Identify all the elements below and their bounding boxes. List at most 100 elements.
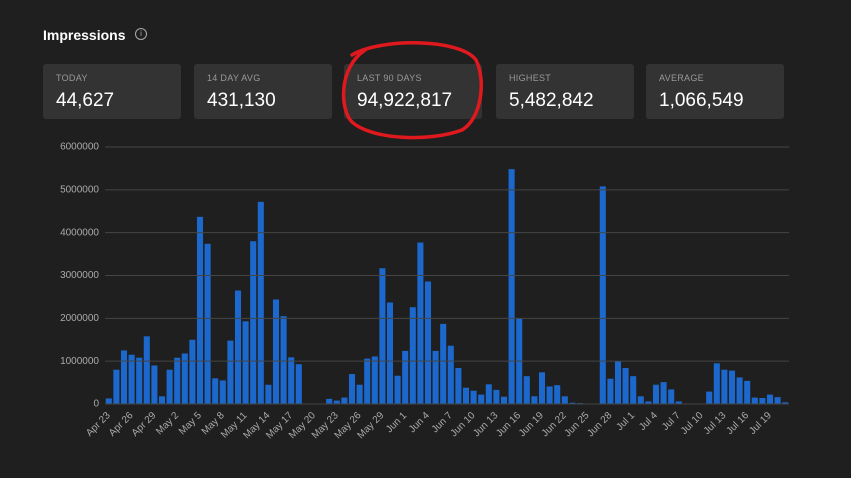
stat-value: 94,922,817 [357,90,453,111]
bar [599,186,606,404]
y-tick-label: 6000000 [60,142,99,153]
bar [227,340,234,404]
bar [272,299,280,404]
x-tick-label: Apr 29 [130,410,159,439]
bar [713,363,720,404]
bar [614,361,622,404]
bar [668,389,675,404]
bar [136,357,143,404]
bar [774,397,781,404]
bar [675,401,682,404]
bar [158,396,166,404]
bar [622,368,629,404]
bar [630,376,637,404]
bar [493,389,500,404]
bar [280,316,287,404]
bar [485,384,492,404]
stat-card: TODAY 44,627 [43,64,181,119]
x-tick-label: Apr 26 [107,410,136,439]
bar [333,400,340,404]
y-tick-label: 4000000 [60,227,99,238]
annotation-circle [341,41,483,140]
bar [364,358,371,404]
x-tick-label: Jul 16 [725,410,752,437]
y-tick-label: 2000000 [60,313,99,324]
bar [288,357,295,404]
stat-value: 1,066,549 [659,90,744,111]
bar [607,378,614,404]
x-tick-label: May 2 [154,410,181,437]
stat-card: AVERAGE 1,066,549 [646,64,784,119]
x-tick-label: Jul 10 [679,410,706,437]
bar [394,375,401,404]
stat-label: HIGHEST [509,73,552,83]
bar [782,402,789,404]
bar [569,402,576,404]
x-tick-label: Jul 13 [702,410,729,437]
bar [759,398,766,404]
x-tick-label: Apr 23 [84,410,113,439]
bar [440,323,447,404]
stat-value: 5,482,842 [509,90,594,111]
bar [379,268,386,404]
bar [356,384,363,404]
bar [265,384,272,404]
bar [295,364,302,404]
bar [143,336,150,404]
x-tick-label: May 5 [177,410,204,437]
y-tick-label: 3000000 [60,270,99,281]
bar [531,396,538,404]
bar [508,169,515,404]
stat-value: 431,130 [207,90,276,111]
bar [417,242,424,404]
bar [538,372,546,404]
bar [523,376,530,404]
bar [751,397,758,404]
bar [478,394,485,404]
bar [554,385,561,404]
bar [706,391,713,404]
bar [113,369,120,404]
x-tick-label: Jul 4 [637,410,660,433]
bar [402,350,409,404]
bar [341,397,348,404]
bar [462,387,470,404]
bar [181,353,188,404]
section-title: Impressions [43,27,126,43]
bar [204,243,211,404]
bar [652,384,660,404]
stat-card: LAST 90 DAYS 94,922,817 [344,64,482,119]
bar [166,369,173,404]
stat-card: 14 DAY AVG 431,130 [194,64,332,119]
bar [637,396,644,404]
bar [105,398,112,404]
bar [645,401,652,404]
bar [736,377,743,404]
bar [242,321,249,404]
bar [386,302,394,404]
bar [326,398,333,404]
x-tick-label: Jul 1 [614,410,637,433]
bar [546,386,553,404]
bar [744,380,751,404]
bar [196,216,204,404]
x-tick-label: Jun 28 [585,410,614,439]
bar [561,396,568,404]
bar [721,369,728,404]
x-tick-label: Jul 19 [747,410,774,437]
bar [212,378,219,404]
bar [455,368,462,404]
stat-label: AVERAGE [659,73,704,83]
bar [728,370,736,404]
bar [424,281,432,404]
bar [257,201,264,404]
bar [470,390,477,404]
x-tick-label: Jun 4 [407,410,432,435]
y-tick-label: 5000000 [60,184,99,195]
stat-card: HIGHEST 5,482,842 [496,64,634,119]
bar [409,307,416,404]
info-icon[interactable]: i [135,28,147,40]
bar [151,365,158,404]
bar [447,345,454,404]
